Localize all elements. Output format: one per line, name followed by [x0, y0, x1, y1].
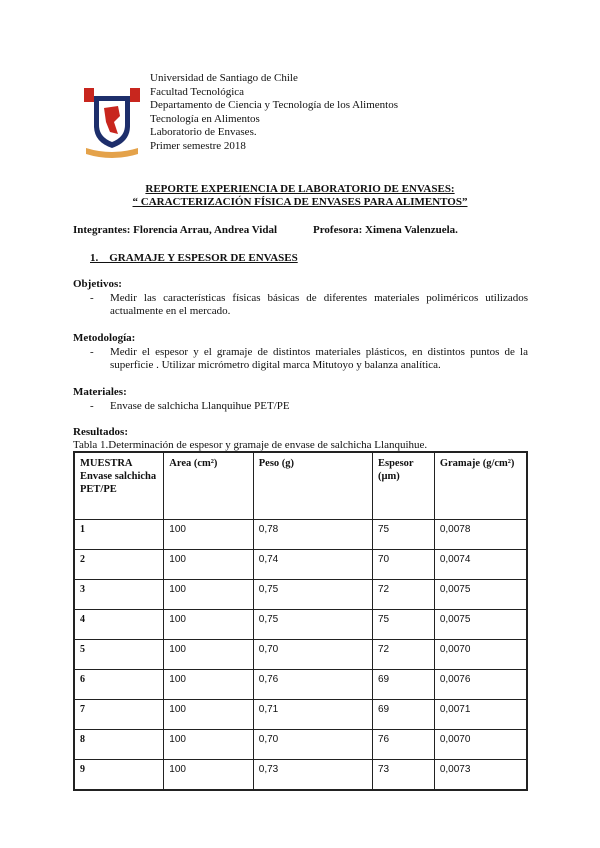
- table-row: 6 100 0,76 69 0,0076: [73, 669, 528, 700]
- metodologia-item: - Medir el espesor y el gramaje de distin…: [90, 346, 528, 371]
- table-cell: 0,75: [252, 579, 373, 610]
- materiales-item: - Envase de salchicha Llanquihue PET/PE: [90, 400, 290, 412]
- metodologia-label: Metodología:: [73, 332, 136, 344]
- table-cell: 9: [73, 759, 165, 791]
- column-header: Espesor (µm): [371, 451, 435, 520]
- profesora: Profesora: Ximena Valenzuela.: [313, 224, 458, 236]
- table-cell: 3: [73, 579, 165, 610]
- table-row: 9 100 0,73 73 0,0073: [73, 759, 528, 791]
- integrantes: Integrantes: Florencia Arrau, Andrea Vid…: [73, 224, 278, 236]
- resultados-label: Resultados:: [73, 426, 129, 438]
- table-cell: 0,0073: [433, 759, 528, 791]
- table-cell: 72: [371, 579, 435, 610]
- table-row: 2 100 0,74 70 0,0074: [73, 549, 528, 580]
- table-cell: 5: [73, 639, 165, 670]
- table-cell: 100: [163, 669, 254, 700]
- table-cell: 100: [163, 609, 254, 640]
- table-cell: 76: [371, 729, 435, 760]
- table-cell: 0,0076: [433, 669, 528, 700]
- table-cell: 100: [163, 759, 254, 791]
- table-row: 5 100 0,70 72 0,0070: [73, 639, 528, 670]
- table-cell: 100: [163, 639, 254, 670]
- university-logo: [84, 88, 140, 158]
- table-cell: 0,75: [252, 609, 373, 640]
- table-cell: 0,76: [252, 669, 373, 700]
- table-row: 7 100 0,71 69 0,0071: [73, 699, 528, 730]
- table-cell: 0,0070: [433, 639, 528, 670]
- table-row: 3 100 0,75 72 0,0075: [73, 579, 528, 610]
- table-row: 8 100 0,70 76 0,0070: [73, 729, 528, 760]
- table-cell: 69: [371, 669, 435, 700]
- table-cell: 100: [163, 729, 254, 760]
- table-cell: 7: [73, 699, 165, 730]
- table-cell: 70: [371, 549, 435, 580]
- table-cell: 2: [73, 549, 165, 580]
- table-cell: 75: [371, 519, 435, 550]
- table-cell: 0,73: [252, 759, 373, 791]
- column-header: MUESTRA Envase salchicha PET/PE: [73, 451, 165, 520]
- header-lines: Universidad de Santiago de Chile Faculta…: [150, 72, 398, 152]
- table-cell: 0,0075: [433, 579, 528, 610]
- report-title: REPORTE EXPERIENCIA DE LABORATORIO DE EN…: [145, 183, 455, 195]
- materiales-label: Materiales:: [73, 386, 127, 398]
- table-cell: 100: [163, 519, 254, 550]
- table-cell: 0,70: [252, 729, 373, 760]
- table-header-row: MUESTRA Envase salchicha PET/PE Area (cm²…: [73, 451, 528, 520]
- table-cell: 75: [371, 609, 435, 640]
- objetivos-item: - Medir las características físicas básic…: [90, 292, 528, 317]
- column-header: Peso (g): [252, 451, 373, 520]
- table-cell: 0,0075: [433, 609, 528, 640]
- table-cell: 1: [73, 519, 165, 550]
- table-cell: 72: [371, 639, 435, 670]
- table-caption: Tabla 1.Determinación de espesor y grama…: [73, 439, 428, 451]
- column-header: Area (cm²): [163, 451, 254, 520]
- objetivos-label: Objetivos:: [73, 278, 122, 290]
- table-cell: 0,0074: [433, 549, 528, 580]
- section-heading: 1. GRAMAJE Y ESPESOR DE ENVASES: [90, 252, 298, 264]
- table-cell: 0,71: [252, 699, 373, 730]
- results-table: MUESTRA Envase salchicha PET/PE Area (cm²…: [73, 451, 528, 791]
- table-cell: 8: [73, 729, 165, 760]
- table-cell: 69: [371, 699, 435, 730]
- table-cell: 0,0070: [433, 729, 528, 760]
- table-cell: 100: [163, 579, 254, 610]
- table-cell: 100: [163, 699, 254, 730]
- table-cell: 73: [371, 759, 435, 791]
- table-cell: 0,70: [252, 639, 373, 670]
- table-cell: 0,0078: [433, 519, 528, 550]
- table-cell: 0,0071: [433, 699, 528, 730]
- table-cell: 0,74: [252, 549, 373, 580]
- report-subtitle: “ CARACTERIZACIÓN FÍSICA DE ENVASES PARA…: [132, 196, 468, 208]
- table-cell: 6: [73, 669, 165, 700]
- table-cell: 0,78: [252, 519, 373, 550]
- table-row: 1 100 0,78 75 0,0078: [73, 519, 528, 550]
- table-cell: 100: [163, 549, 254, 580]
- table-row: 4 100 0,75 75 0,0075: [73, 609, 528, 640]
- table-cell: 4: [73, 609, 165, 640]
- column-header: Gramaje (g/cm²): [433, 451, 528, 520]
